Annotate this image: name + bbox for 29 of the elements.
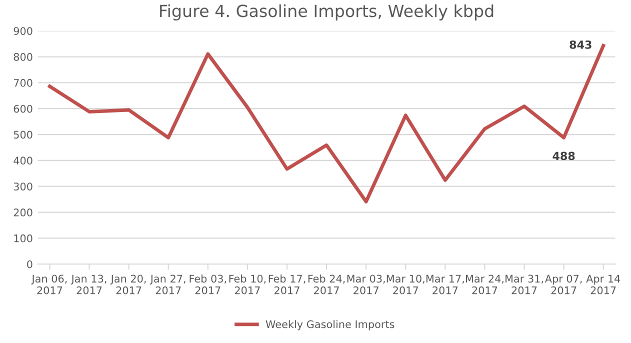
y-tick-label: 100: [14, 234, 32, 242]
legend-label: Weekly Gasoline Imports: [266, 320, 394, 330]
x-tick-label: Feb 10, 2017: [229, 274, 266, 294]
x-tick-label: Mar 10, 2017: [386, 274, 424, 294]
chart-title: Figure 4. Gasoline Imports, Weekly kbpd: [160, 4, 494, 20]
y-tick-label: 600: [14, 104, 32, 113]
data-label: 488: [552, 152, 575, 160]
y-tick-label: 400: [14, 156, 32, 165]
x-tick-label: Feb 24, 2017: [308, 274, 345, 294]
x-tick-label: Jan 27, 2017: [150, 274, 186, 294]
y-tick-label: 200: [14, 208, 32, 216]
x-tick-label: Mar 03, 2017: [347, 274, 385, 294]
x-tick-label: Feb 03, 2017: [190, 274, 226, 294]
x-tick-label: Jan 06, 2017: [31, 274, 67, 294]
x-tick-label: Mar 24, 2017: [466, 274, 504, 294]
x-tick-label: Mar 31, 2017: [506, 274, 544, 294]
y-tick-label: 0: [27, 260, 32, 268]
x-tick-label: Jan 13, 2017: [70, 274, 106, 294]
data-label: 843: [570, 40, 592, 49]
x-tick-label: Mar 17, 2017: [426, 274, 464, 294]
x-tick-label: Apr 14 2017: [586, 274, 620, 294]
y-tick-label: 800: [14, 53, 32, 61]
x-tick-label: Jan 20, 2017: [110, 274, 146, 294]
y-tick-label: 700: [14, 78, 32, 87]
y-tick-label: 500: [14, 130, 32, 139]
x-tick-label: Feb 17, 2017: [268, 274, 306, 294]
y-tick-label: 300: [14, 182, 32, 190]
x-tick-label: Apr 07, 2017: [544, 274, 582, 294]
y-tick-label: 900: [14, 27, 32, 35]
